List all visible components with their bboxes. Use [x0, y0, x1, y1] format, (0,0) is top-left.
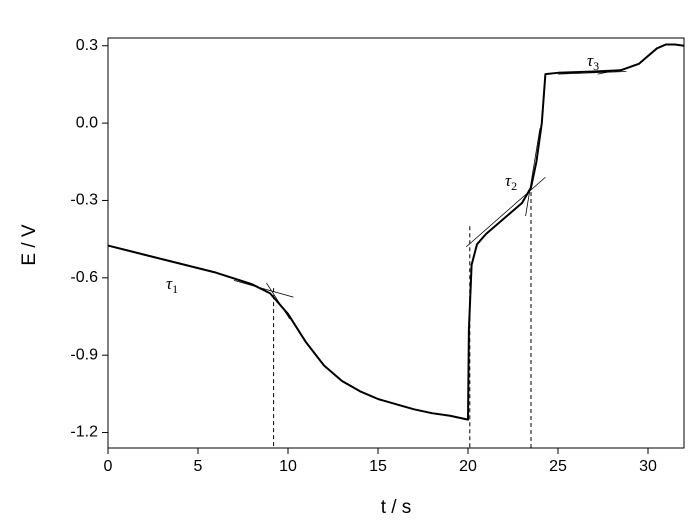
tangent-line: [557, 71, 627, 75]
x-tick-label: 20: [459, 458, 477, 475]
plot-frame: [107, 37, 685, 449]
annotation-subscript: 3: [593, 59, 599, 73]
y-axis-title: E / V: [19, 224, 40, 266]
y-tick-label: -0.6: [70, 269, 98, 286]
annotation: τ2: [505, 171, 517, 193]
annotation-symbol: τ: [587, 51, 594, 70]
annotation-subscript: 1: [172, 282, 178, 296]
x-axis-title: t / s: [381, 497, 412, 518]
x-tick-label: 30: [639, 458, 657, 475]
annotation-symbol: τ: [505, 171, 512, 190]
y-tick-label: -1.2: [70, 424, 98, 441]
x-tick-label: 15: [369, 458, 387, 475]
annotation-subscript: 2: [511, 179, 517, 193]
tangent-line: [266, 282, 291, 320]
x-tick-label: 10: [279, 458, 297, 475]
tangent-line: [525, 128, 541, 216]
x-tick-label: 0: [104, 458, 113, 475]
tangent-line: [233, 280, 294, 298]
tangent-line: [465, 176, 546, 248]
annotation-symbol: τ: [166, 274, 173, 293]
x-tick-label: 25: [549, 458, 567, 475]
y-tick-label: 0.0: [76, 114, 98, 131]
x-tick-label: 5: [194, 458, 203, 475]
data-line: [107, 43, 685, 421]
annotation: τ1: [166, 274, 178, 296]
annotation: τ3: [587, 51, 599, 73]
y-tick-label: 0.3: [76, 37, 98, 54]
y-tick-label: -0.3: [70, 192, 98, 209]
y-tick-label: -0.9: [70, 346, 98, 363]
